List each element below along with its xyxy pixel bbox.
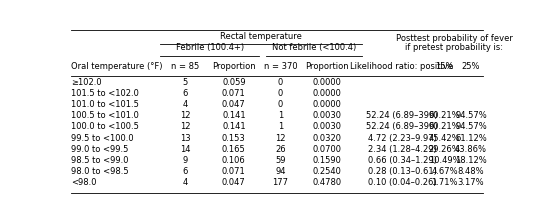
Text: 0: 0 <box>278 100 283 109</box>
Text: 4.67%: 4.67% <box>431 167 458 176</box>
Text: 90.21%: 90.21% <box>429 111 461 120</box>
Text: 0.165: 0.165 <box>222 145 246 154</box>
Text: 4.72 (2.23–9.97): 4.72 (2.23–9.97) <box>367 134 436 142</box>
Text: 94: 94 <box>275 167 286 176</box>
Text: Not febrile (<100.4): Not febrile (<100.4) <box>272 43 356 52</box>
Text: 0.0030: 0.0030 <box>313 111 342 120</box>
Text: 0.141: 0.141 <box>222 111 246 120</box>
Text: 5: 5 <box>182 78 188 87</box>
Text: 12: 12 <box>180 111 190 120</box>
Text: 1.71%: 1.71% <box>431 178 458 187</box>
Text: 0.047: 0.047 <box>222 178 246 187</box>
Text: 3.17%: 3.17% <box>458 178 484 187</box>
Text: Likelihood ratio: positive: Likelihood ratio: positive <box>350 62 454 71</box>
Text: n = 85: n = 85 <box>171 62 199 71</box>
Text: 25%: 25% <box>462 62 480 71</box>
Text: 61.12%: 61.12% <box>455 134 487 142</box>
Text: 18.12%: 18.12% <box>455 156 487 165</box>
Text: 1: 1 <box>278 122 283 131</box>
Text: 0.0030: 0.0030 <box>313 122 342 131</box>
Text: if pretest probability is:: if pretest probability is: <box>405 43 504 52</box>
Text: Proportion: Proportion <box>212 62 256 71</box>
Text: 101.0 to <101.5: 101.0 to <101.5 <box>71 100 139 109</box>
Text: 14: 14 <box>180 145 190 154</box>
Text: <98.0: <98.0 <box>71 178 97 187</box>
Text: 100.5 to <101.0: 100.5 to <101.0 <box>71 111 139 120</box>
Text: 12: 12 <box>180 122 190 131</box>
Text: 99.0 to <99.5: 99.0 to <99.5 <box>71 145 129 154</box>
Text: ≥102.0: ≥102.0 <box>71 78 102 87</box>
Text: 0.0700: 0.0700 <box>313 145 342 154</box>
Text: 94.57%: 94.57% <box>455 122 487 131</box>
Text: 43.86%: 43.86% <box>455 145 487 154</box>
Text: 12: 12 <box>275 134 286 142</box>
Text: 1: 1 <box>278 111 283 120</box>
Text: 10.49%: 10.49% <box>429 156 461 165</box>
Text: 9: 9 <box>182 156 188 165</box>
Text: 0.4780: 0.4780 <box>313 178 342 187</box>
Text: 0.2540: 0.2540 <box>313 167 341 176</box>
Text: 4: 4 <box>182 100 188 109</box>
Text: 0.28 (0.13–0.61): 0.28 (0.13–0.61) <box>367 167 436 176</box>
Text: 98.0 to <98.5: 98.0 to <98.5 <box>71 167 129 176</box>
Text: Proportion: Proportion <box>305 62 349 71</box>
Text: 0.0000: 0.0000 <box>313 78 341 87</box>
Text: 177: 177 <box>272 178 288 187</box>
Text: 0.047: 0.047 <box>222 100 246 109</box>
Text: 0.66 (0.34–1.29): 0.66 (0.34–1.29) <box>367 156 436 165</box>
Text: Rectal temperature: Rectal temperature <box>220 32 302 41</box>
Text: 52.24 (6.89–396): 52.24 (6.89–396) <box>366 111 438 120</box>
Text: 101.5 to <102.0: 101.5 to <102.0 <box>71 89 139 98</box>
Text: 52.24 (6.89–396): 52.24 (6.89–396) <box>366 122 438 131</box>
Text: 15%: 15% <box>435 62 454 71</box>
Text: 8.48%: 8.48% <box>458 167 484 176</box>
Text: 98.5 to <99.0: 98.5 to <99.0 <box>71 156 129 165</box>
Text: 26: 26 <box>275 145 286 154</box>
Text: 45.42%: 45.42% <box>429 134 461 142</box>
Text: Febrile (100.4+): Febrile (100.4+) <box>176 43 244 52</box>
Text: 0: 0 <box>278 89 283 98</box>
Text: 90.21%: 90.21% <box>429 122 461 131</box>
Text: 13: 13 <box>180 134 190 142</box>
Text: 0.1590: 0.1590 <box>313 156 341 165</box>
Text: 0.0000: 0.0000 <box>313 100 341 109</box>
Text: 2.34 (1.28–4.29): 2.34 (1.28–4.29) <box>367 145 436 154</box>
Text: 6: 6 <box>182 89 188 98</box>
Text: 0: 0 <box>278 78 283 87</box>
Text: 59: 59 <box>275 156 286 165</box>
Text: 100.0 to <100.5: 100.0 to <100.5 <box>71 122 139 131</box>
Text: 0.071: 0.071 <box>222 89 246 98</box>
Text: 99.5 to <100.0: 99.5 to <100.0 <box>71 134 134 142</box>
Text: 0.106: 0.106 <box>222 156 246 165</box>
Text: 4: 4 <box>182 178 188 187</box>
Text: 0.059: 0.059 <box>222 78 246 87</box>
Text: 0.0320: 0.0320 <box>313 134 342 142</box>
Text: 0.10 (0.04–0.26): 0.10 (0.04–0.26) <box>368 178 436 187</box>
Text: 94.57%: 94.57% <box>455 111 487 120</box>
Text: 29.26%: 29.26% <box>429 145 461 154</box>
Text: Posttest probability of fever: Posttest probability of fever <box>396 34 513 43</box>
Text: 6: 6 <box>182 167 188 176</box>
Text: 0.071: 0.071 <box>222 167 246 176</box>
Text: 0.0000: 0.0000 <box>313 89 341 98</box>
Text: n = 370: n = 370 <box>264 62 297 71</box>
Text: 0.141: 0.141 <box>222 122 246 131</box>
Text: Oral temperature (°F): Oral temperature (°F) <box>71 62 162 71</box>
Text: 0.153: 0.153 <box>222 134 246 142</box>
